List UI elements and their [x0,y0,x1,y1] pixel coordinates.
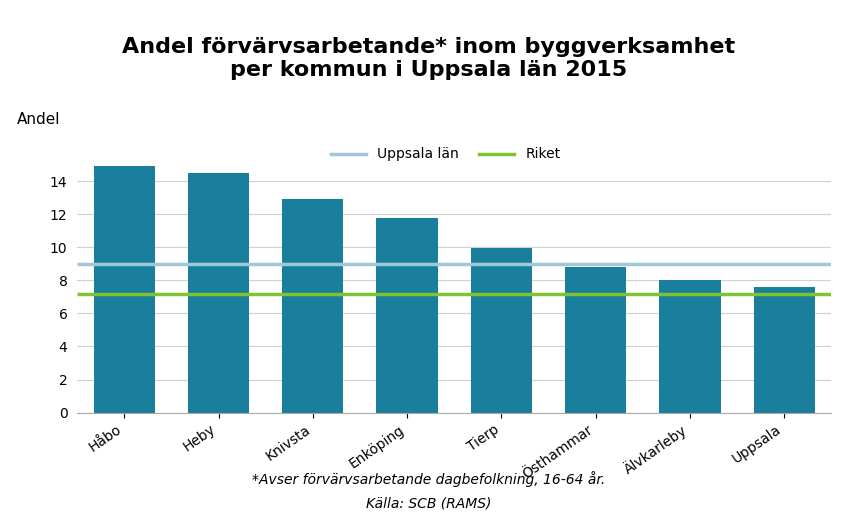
Bar [188,173,249,413]
Bar [753,287,815,413]
Text: Källa: SCB (RAMS): Källa: SCB (RAMS) [366,497,491,511]
Text: Andel förvärvsarbetande* inom byggverksamhet
per kommun i Uppsala län 2015: Andel förvärvsarbetande* inom byggverksa… [122,37,735,80]
Text: Andel: Andel [17,112,60,127]
Bar [659,279,721,413]
Bar [93,166,155,413]
Text: *Avser förvärvsarbetande dagbefolkning, 16-64 år.: *Avser förvärvsarbetande dagbefolkning, … [252,471,605,487]
Bar [376,217,438,413]
Bar [565,267,626,413]
Legend: Uppsala län, Riket: Uppsala län, Riket [326,142,566,167]
Bar [282,199,344,413]
Bar [470,248,532,413]
